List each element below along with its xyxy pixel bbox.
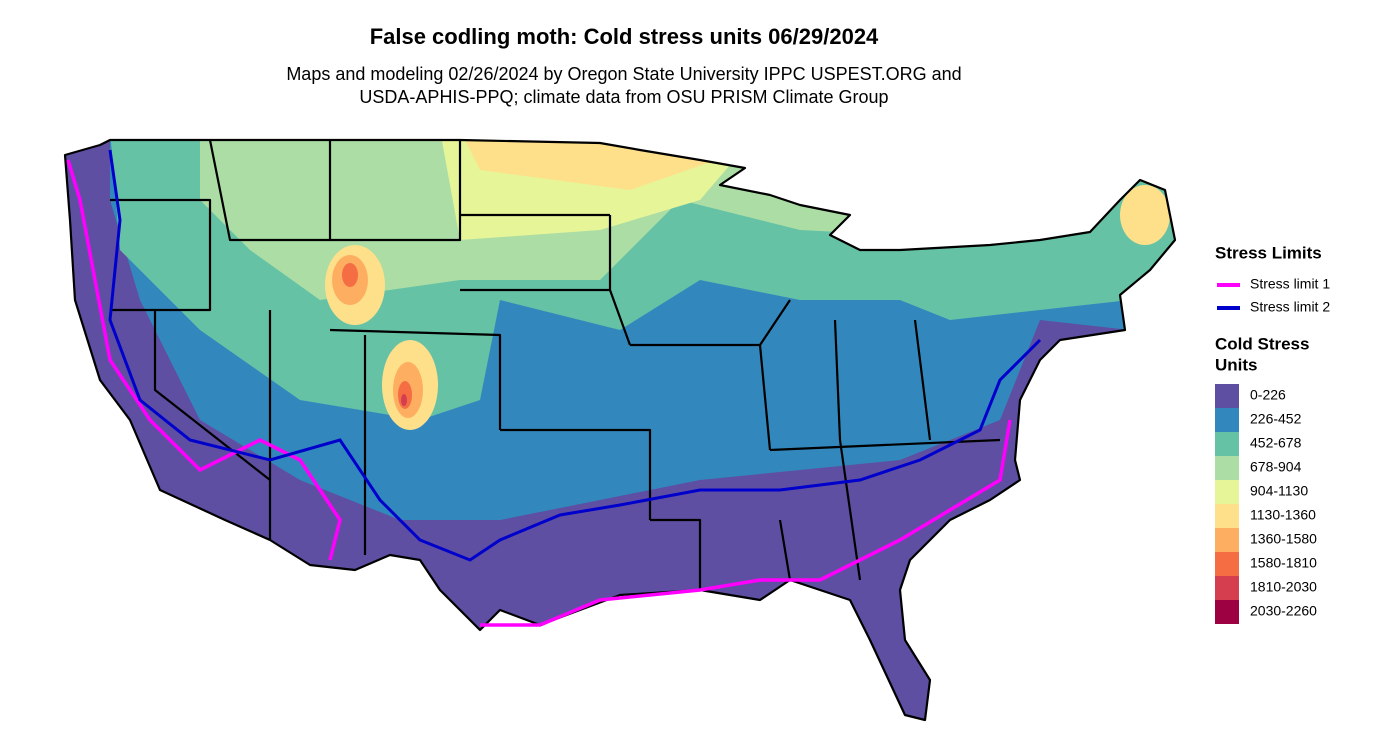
legend-title: Stress Limits [1215, 243, 1322, 262]
legend-label: 226-452 [1250, 411, 1302, 427]
legend-label: 1580-1810 [1250, 555, 1317, 571]
map-subtitle: Maps and modeling 02/26/2024 by Oregon S… [286, 64, 961, 84]
stress-limit-line [108, 149, 1042, 562]
legend-label: Stress limit 2 [1250, 299, 1330, 315]
zone [401, 394, 407, 406]
legend-label: 1810-2030 [1250, 579, 1317, 595]
stress-limit-line [66, 159, 1012, 627]
legend-label: Stress limit 1 [1250, 276, 1330, 292]
state-borders [63, 138, 1177, 722]
map-title: False codling moth: Cold stress units 06… [370, 24, 879, 49]
legend-swatch [1215, 576, 1239, 600]
legend-swatch [1215, 432, 1239, 456]
legend-swatch [1215, 552, 1239, 576]
legend-label: 1130-1360 [1250, 507, 1316, 523]
legend-title: Cold Stress [1215, 334, 1309, 353]
legend-label: 452-678 [1250, 435, 1302, 451]
legend-swatch [1215, 480, 1239, 504]
border [110, 139, 1001, 590]
legend-title: Units [1215, 355, 1258, 374]
legend-label: 0-226 [1250, 387, 1286, 403]
legend-swatch [1215, 456, 1239, 480]
zone [342, 263, 358, 287]
zone [1120, 185, 1170, 245]
legend-swatch [1215, 528, 1239, 552]
legend-label: 1360-1580 [1250, 531, 1317, 547]
map-subtitle: USDA-APHIS-PPQ; climate data from OSU PR… [359, 87, 888, 107]
legend-label: 2030-2260 [1250, 603, 1317, 619]
legend-label: 904-1130 [1250, 483, 1308, 499]
legend-swatch [1215, 600, 1239, 624]
legend-swatch [1215, 384, 1239, 408]
legend-swatch [1215, 504, 1239, 528]
legend-label: 678-904 [1250, 459, 1302, 475]
legend-swatch [1215, 408, 1239, 432]
stress-lines [66, 149, 1042, 627]
